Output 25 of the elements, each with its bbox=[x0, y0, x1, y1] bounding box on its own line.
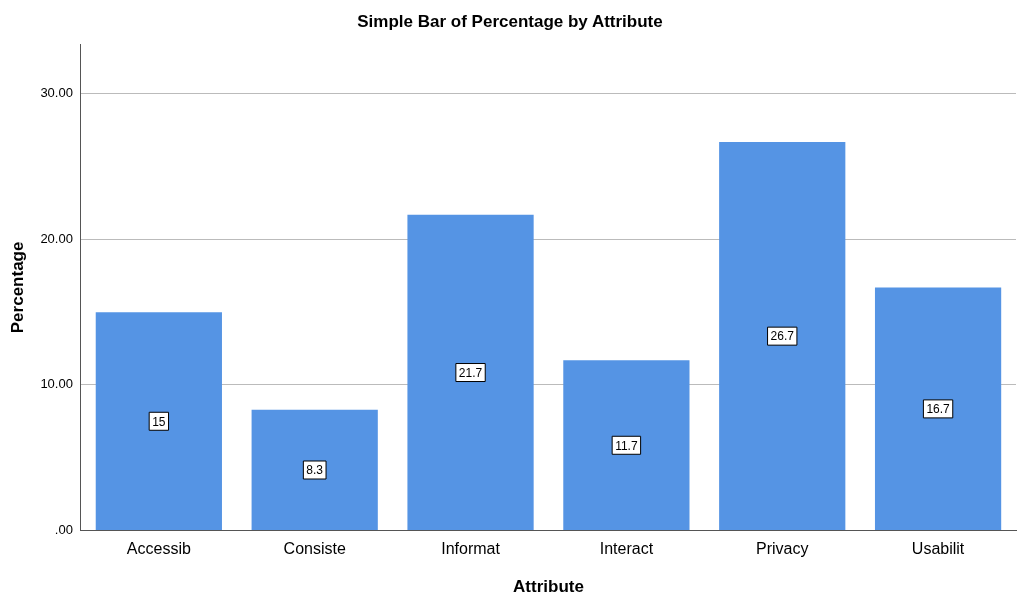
data-label: 11.7 bbox=[615, 438, 638, 453]
data-label: 15 bbox=[152, 414, 166, 429]
data-label: 16.7 bbox=[926, 402, 951, 417]
y-tick-label: 20.00 bbox=[40, 230, 73, 246]
bar bbox=[407, 214, 534, 530]
data-label: 26.7 bbox=[770, 329, 795, 344]
y-axis-title: Percentage bbox=[7, 241, 27, 334]
x-axis-title: Attribute bbox=[513, 577, 584, 597]
x-tick-label: Consiste bbox=[283, 540, 346, 558]
y-tick-label: 30.00 bbox=[40, 85, 73, 101]
bar bbox=[874, 287, 1002, 530]
bar bbox=[719, 141, 846, 530]
bar bbox=[563, 360, 690, 530]
x-tick-label: Privacy bbox=[756, 540, 809, 558]
x-tick-label: Informat bbox=[441, 540, 501, 558]
data-label: 8.3 bbox=[306, 463, 324, 478]
chart-title: Simple Bar of Percentage by Attribute bbox=[357, 11, 663, 31]
x-tick-label: Accessib bbox=[126, 540, 191, 558]
x-tick-label: Interact bbox=[599, 540, 654, 558]
x-tick-label: Usabilit bbox=[911, 540, 965, 558]
y-tick-label: 10.00 bbox=[40, 376, 73, 392]
y-tick-label: .00 bbox=[54, 521, 73, 537]
data-label: 21.7 bbox=[458, 365, 483, 380]
bar bbox=[251, 409, 378, 530]
bar bbox=[95, 312, 222, 530]
